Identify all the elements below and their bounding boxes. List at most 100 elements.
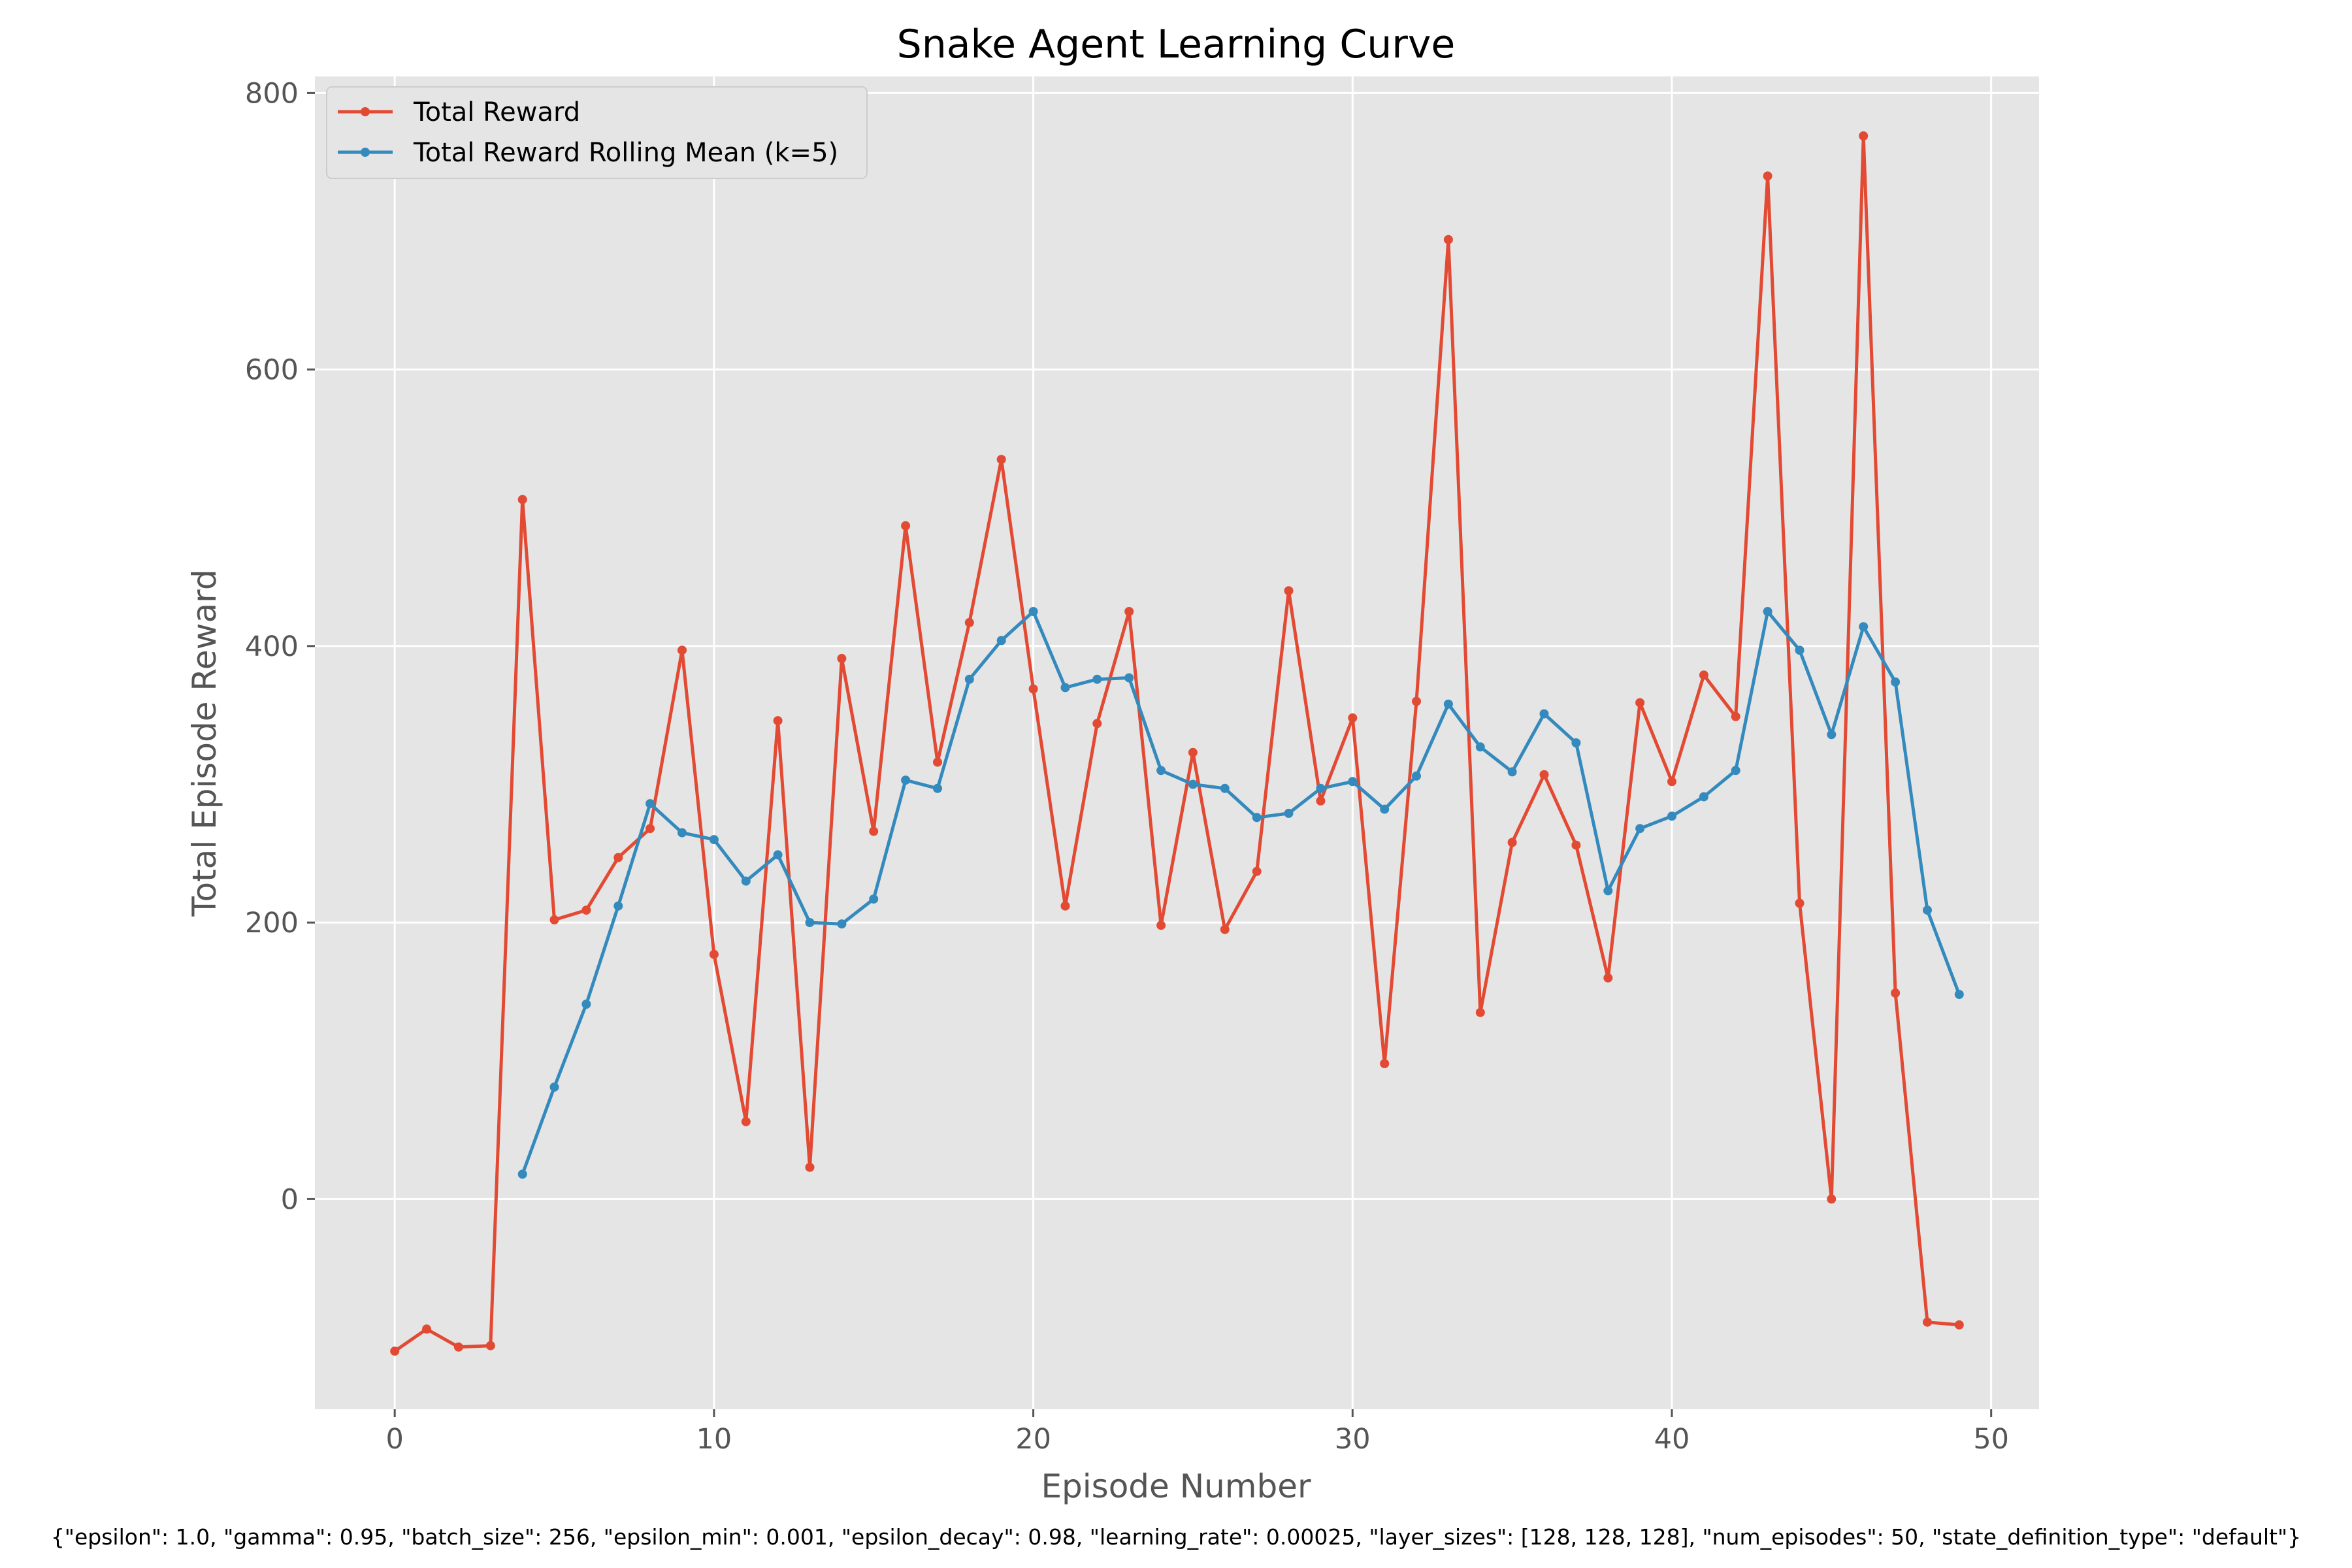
data-point-rolling-mean (613, 901, 623, 911)
data-point-total-reward (613, 853, 623, 862)
chart-title: Snake Agent Learning Curve (897, 22, 1456, 67)
y-tick-label: 600 (245, 354, 299, 387)
data-point-total-reward (549, 915, 559, 924)
data-point-rolling-mean (1891, 677, 1901, 687)
data-point-total-reward (581, 906, 591, 915)
legend-label-total-reward: Total Reward (413, 97, 580, 127)
data-point-rolling-mean (1348, 777, 1358, 787)
legend: Total Reward Total Reward Rolling Mean (… (326, 86, 868, 179)
data-point-rolling-mean (1795, 645, 1805, 655)
x-axis-label: Episode Number (1041, 1467, 1311, 1505)
data-point-total-reward (1859, 131, 1869, 140)
data-point-rolling-mean (996, 636, 1006, 645)
data-point-rolling-mean (773, 850, 783, 860)
data-point-rolling-mean (1827, 730, 1837, 740)
data-point-rolling-mean (1412, 771, 1421, 781)
legend-marker-rolling-mean (361, 148, 370, 157)
data-point-rolling-mean (1667, 811, 1676, 821)
data-point-rolling-mean (1316, 783, 1326, 793)
data-point-total-reward (485, 1341, 495, 1350)
data-point-rolling-mean (678, 828, 687, 838)
data-point-total-reward (805, 1162, 815, 1172)
data-point-total-reward (1348, 713, 1358, 723)
legend-label-rolling-mean: Total Reward Rolling Mean (k=5) (413, 138, 838, 168)
grid (315, 76, 2039, 1409)
data-point-rolling-mean (1731, 766, 1740, 776)
data-point-rolling-mean (1060, 683, 1070, 693)
data-point-rolling-mean (1156, 766, 1166, 776)
data-point-total-reward (1316, 796, 1326, 806)
x-tick-label: 50 (1973, 1423, 2009, 1456)
data-point-rolling-mean (1380, 804, 1390, 814)
data-point-total-reward (1923, 1317, 1932, 1327)
data-point-total-reward (1284, 586, 1294, 596)
data-point-total-reward (1667, 777, 1676, 787)
series-line-total-reward (393, 134, 1960, 1353)
data-point-total-reward (1156, 921, 1166, 930)
y-tick-label: 200 (245, 907, 299, 939)
data-point-total-reward (1827, 1194, 1837, 1204)
data-point-total-reward (390, 1347, 400, 1356)
data-point-rolling-mean (1028, 607, 1038, 616)
data-point-total-reward (741, 1117, 751, 1126)
data-point-total-reward (1380, 1059, 1390, 1068)
data-point-total-reward (1954, 1320, 1964, 1330)
y-tick-label: 400 (245, 630, 299, 663)
hyperparameter-annotation: {"epsilon": 1.0, "gamma": 0.95, "batch_s… (51, 1524, 2301, 1550)
data-point-rolling-mean (581, 1000, 591, 1009)
data-point-total-reward (422, 1324, 431, 1334)
data-point-rolling-mean (1603, 886, 1613, 896)
data-point-total-reward (1028, 684, 1038, 694)
data-point-total-reward (1763, 171, 1772, 181)
data-point-rolling-mean (869, 894, 879, 904)
x-tick-label: 40 (1654, 1423, 1690, 1456)
data-point-total-reward (517, 495, 527, 504)
data-point-total-reward (1507, 838, 1517, 847)
data-point-rolling-mean (709, 835, 719, 845)
x-tick-label: 20 (1015, 1423, 1051, 1456)
data-point-total-reward (869, 826, 879, 836)
data-point-total-reward (1220, 924, 1230, 934)
data-point-total-reward (1475, 1007, 1485, 1017)
legend-box (326, 86, 868, 179)
data-point-total-reward (901, 521, 911, 531)
data-point-rolling-mean (964, 674, 974, 684)
data-point-rolling-mean (901, 776, 911, 785)
data-point-rolling-mean (741, 876, 751, 886)
data-point-rolling-mean (1124, 673, 1134, 683)
data-point-total-reward (1539, 770, 1549, 779)
data-point-total-reward (645, 824, 655, 834)
data-point-total-reward (996, 455, 1006, 465)
data-point-total-reward (1891, 988, 1901, 998)
data-point-total-reward (933, 757, 942, 767)
data-point-total-reward (709, 949, 719, 959)
data-point-total-reward (773, 716, 783, 726)
x-tick-label: 30 (1335, 1423, 1371, 1456)
data-point-rolling-mean (1859, 622, 1869, 632)
y-tick-label: 0 (281, 1183, 299, 1216)
x-tick-label: 10 (696, 1423, 732, 1456)
data-point-rolling-mean (1220, 783, 1230, 793)
y-axis-label: Total Episode Reward (186, 569, 223, 917)
data-point-rolling-mean (1954, 990, 1964, 1000)
data-point-rolling-mean (549, 1082, 559, 1092)
data-point-total-reward (1699, 670, 1708, 680)
data-point-total-reward (1060, 901, 1070, 911)
legend-marker-total-reward (361, 107, 370, 116)
data-point-rolling-mean (1763, 607, 1772, 616)
data-point-total-reward (837, 653, 847, 663)
data-point-rolling-mean (1092, 674, 1102, 684)
data-point-total-reward (964, 617, 974, 627)
plot-area (315, 76, 2039, 1409)
data-point-rolling-mean (517, 1169, 527, 1179)
series-line-rolling-mean (521, 610, 1961, 1175)
data-point-rolling-mean (1475, 742, 1485, 752)
data-point-rolling-mean (837, 919, 847, 929)
data-point-rolling-mean (1699, 792, 1708, 802)
data-point-rolling-mean (1443, 699, 1453, 709)
data-point-total-reward (1412, 696, 1421, 706)
data-point-rolling-mean (1571, 738, 1581, 747)
series-layer (390, 131, 1964, 1356)
data-point-total-reward (1731, 711, 1740, 721)
